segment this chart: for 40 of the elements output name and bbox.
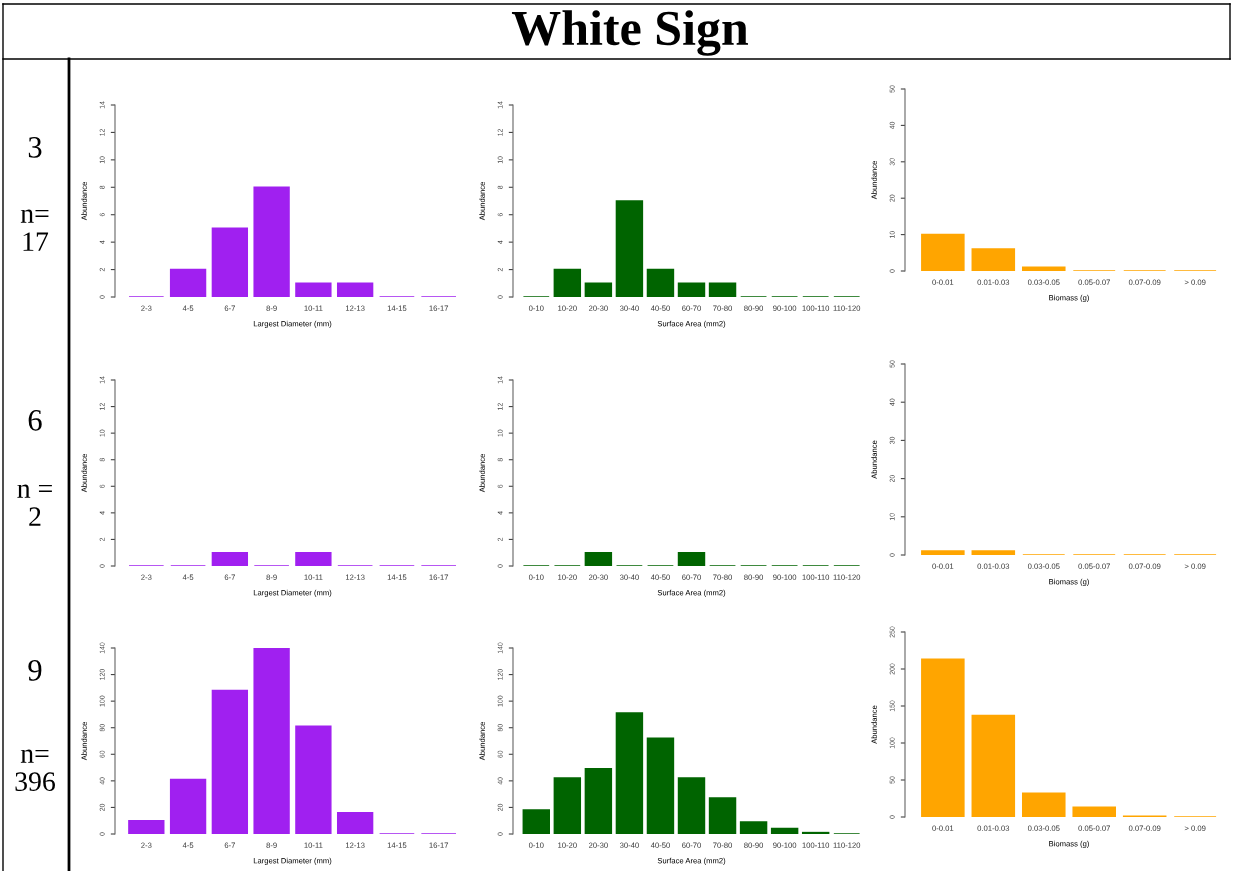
bar (253, 648, 290, 834)
bar (677, 777, 706, 834)
bar (169, 268, 207, 297)
bar (921, 658, 965, 817)
text: n= 396 (15, 749, 55, 791)
chart-title: White Sign (511, 10, 749, 56)
bar (211, 227, 249, 297)
bar (1021, 792, 1066, 817)
text: 3 (28, 137, 42, 158)
bar (971, 714, 1016, 817)
bar (615, 712, 644, 834)
text: 6 (28, 410, 42, 431)
bar (646, 268, 675, 297)
bar (1021, 266, 1066, 271)
bar (1072, 806, 1117, 817)
bar (336, 811, 374, 834)
text: n= 17 (20, 209, 49, 251)
bar (708, 797, 737, 834)
bar (295, 282, 332, 297)
bar (295, 725, 332, 834)
bar (169, 778, 207, 834)
bar (253, 186, 290, 297)
bar (615, 200, 644, 297)
bar (584, 768, 613, 834)
bar (646, 737, 675, 834)
bar (770, 827, 799, 834)
bar (553, 268, 582, 297)
text: 9 (28, 660, 42, 681)
bar (522, 809, 551, 834)
bar (553, 777, 582, 834)
bar (584, 282, 613, 297)
bar (128, 819, 165, 834)
bar (921, 233, 965, 271)
bar (677, 282, 706, 297)
bar (336, 282, 374, 297)
bar (971, 248, 1016, 271)
bar (739, 821, 768, 834)
bar (708, 282, 737, 297)
bar (211, 689, 249, 834)
text: n = 2 (17, 484, 52, 526)
